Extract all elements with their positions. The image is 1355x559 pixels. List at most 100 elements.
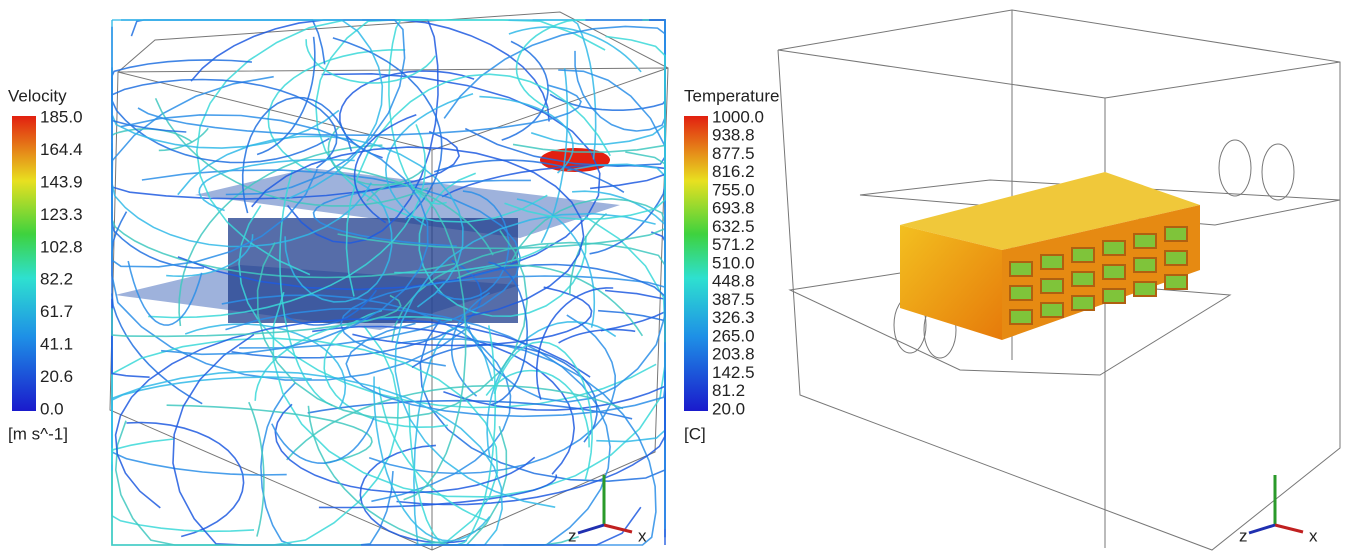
axis-label: x <box>638 526 647 545</box>
legend-tick-label: 41.1 <box>40 335 73 354</box>
streamline <box>111 470 361 546</box>
legend-tick-label: 938.8 <box>712 126 755 145</box>
opening <box>1164 274 1188 290</box>
legend-tick-label: 20.0 <box>712 399 745 418</box>
opening <box>1071 271 1095 287</box>
streamline <box>307 405 579 546</box>
velocity-colorbar <box>12 116 36 411</box>
opening <box>1164 250 1188 266</box>
streamline <box>488 261 529 406</box>
streamline <box>111 75 471 381</box>
streamlines <box>111 19 666 546</box>
streamline <box>111 294 402 338</box>
axis-label: x <box>1309 526 1318 545</box>
streamline <box>111 78 338 169</box>
streamline <box>127 260 203 326</box>
streamline <box>373 376 491 542</box>
legend-unit: [C] <box>684 424 706 443</box>
legend-ticks: 1000.0938.8877.5816.2755.0693.8632.5571.… <box>712 107 764 418</box>
legend-tick-label: 142.5 <box>712 363 755 382</box>
legend-tick-label: 326.3 <box>712 308 755 327</box>
streamline <box>433 159 625 193</box>
streamline <box>195 19 606 276</box>
opening <box>1133 257 1157 273</box>
streamline <box>286 384 624 461</box>
legend-tick-label: 693.8 <box>712 199 755 218</box>
opening <box>1071 295 1095 311</box>
streamline <box>327 126 425 186</box>
streamline <box>359 444 467 544</box>
streamline <box>418 172 587 318</box>
streamline <box>456 264 644 337</box>
streamline <box>353 114 417 224</box>
streamline <box>366 182 467 501</box>
streamline <box>284 289 378 326</box>
streamline <box>251 146 585 318</box>
legend-tick-label: 510.0 <box>712 253 755 272</box>
streamline <box>256 36 316 156</box>
streamline <box>126 421 245 538</box>
streamline <box>461 69 666 403</box>
streamline <box>339 70 475 159</box>
streamline <box>516 198 596 328</box>
streamline <box>221 294 512 503</box>
streamline <box>112 19 384 200</box>
streamline <box>184 323 347 410</box>
streamline <box>241 96 353 214</box>
streamline <box>345 73 611 297</box>
streamline <box>408 325 497 546</box>
streamline <box>512 19 666 153</box>
streamline <box>111 115 205 269</box>
streamline <box>368 314 617 475</box>
streamline <box>574 20 666 132</box>
streamline <box>154 97 429 207</box>
block-openings <box>1009 226 1188 325</box>
streamline <box>284 181 393 303</box>
legend-tick-label: 82.2 <box>40 270 73 289</box>
streamline <box>394 244 549 274</box>
streamline <box>267 49 406 173</box>
streamline <box>332 37 443 220</box>
legend-tick-label: 81.2 <box>712 381 745 400</box>
streamline <box>504 35 666 221</box>
streamline <box>166 404 373 464</box>
legend-tick-label: 387.5 <box>712 290 755 309</box>
legend-tick-label: 632.5 <box>712 217 755 236</box>
legend-tick-label: 877.5 <box>712 144 755 163</box>
axis-triad: z x <box>568 475 647 545</box>
axis-label: z <box>568 526 577 545</box>
legend-tick-label: 185.0 <box>40 107 83 126</box>
streamline <box>178 144 383 327</box>
opening <box>1040 278 1064 294</box>
streamline <box>536 287 614 400</box>
legend-unit: [m s^-1] <box>8 424 68 443</box>
streamline <box>158 127 209 152</box>
axis-triad: z x <box>1239 475 1318 545</box>
opening <box>1133 281 1157 297</box>
opening <box>1009 309 1033 325</box>
streamline <box>305 39 437 84</box>
legend-tick-label: 816.2 <box>712 162 755 181</box>
streamline <box>479 95 574 174</box>
legend-tick-label: 755.0 <box>712 180 755 199</box>
opening <box>1133 233 1157 249</box>
streamline <box>345 322 666 418</box>
streamline <box>271 417 375 465</box>
legend-tick-label: 20.6 <box>40 367 73 386</box>
opening <box>1040 302 1064 318</box>
opening <box>1009 285 1033 301</box>
streamline <box>177 135 464 308</box>
streamline <box>198 158 355 212</box>
legend-ticks: 185.0 164.4 143.9 123.3 102.8 82.2 61.7 41.1 20.… <box>40 107 83 418</box>
streamline <box>248 401 265 537</box>
streamline <box>396 370 666 506</box>
legend-tick-label: 0.0 <box>40 399 64 418</box>
streamline <box>493 340 593 481</box>
streamline <box>111 211 456 279</box>
streamline <box>339 275 666 367</box>
streamline <box>114 318 591 509</box>
streamline <box>111 438 255 533</box>
legend-title: Temperature <box>684 86 779 105</box>
